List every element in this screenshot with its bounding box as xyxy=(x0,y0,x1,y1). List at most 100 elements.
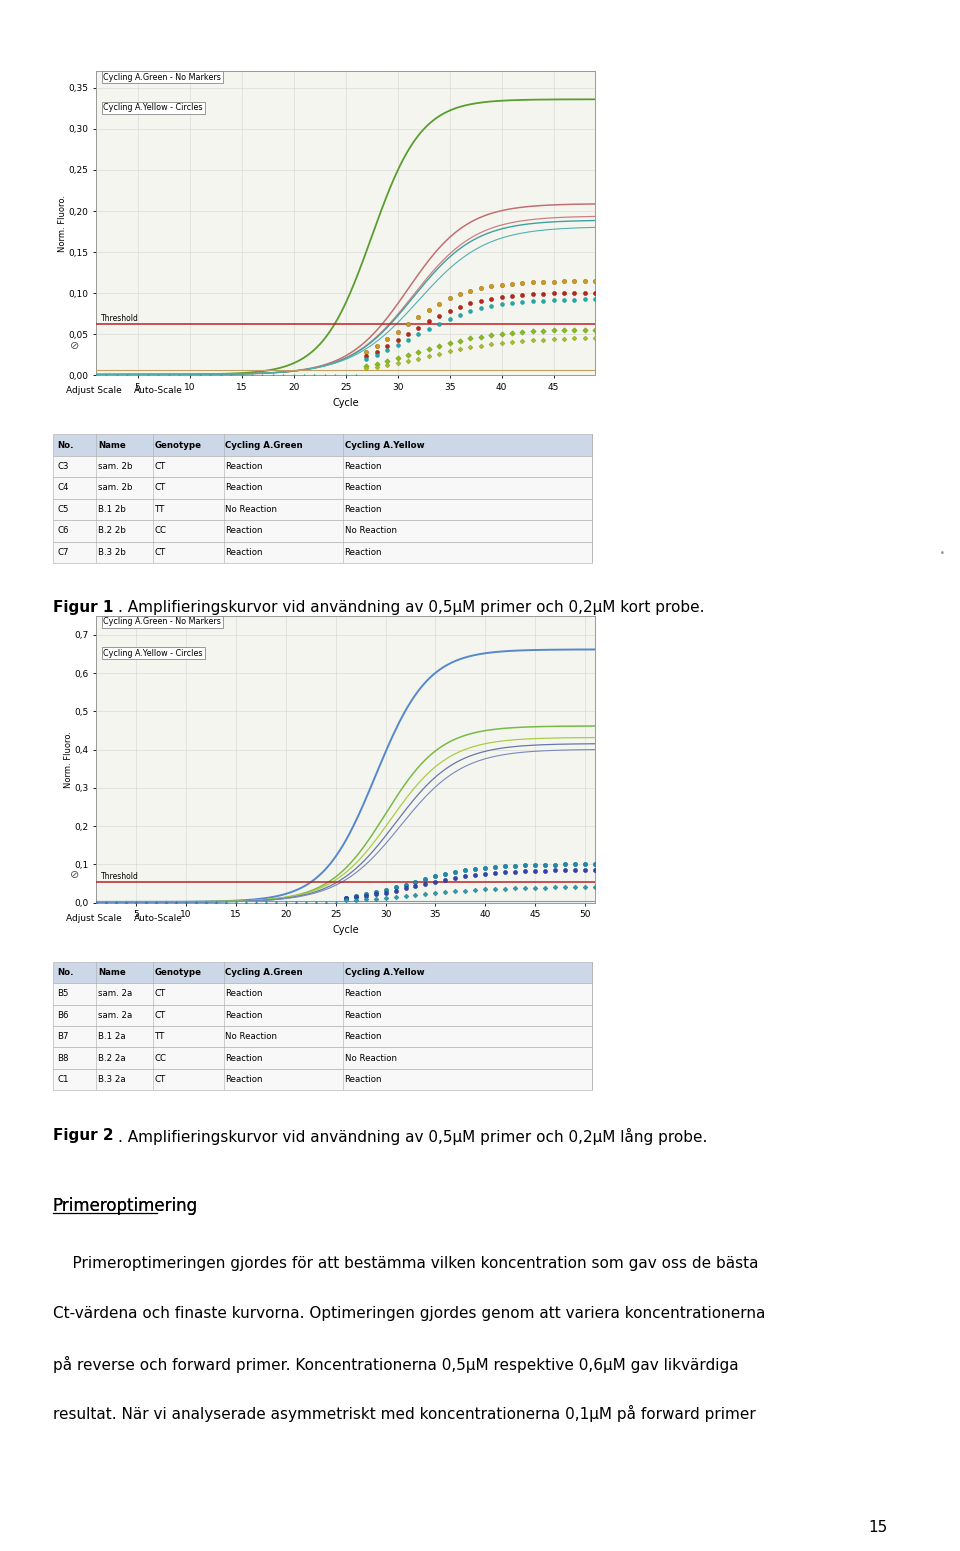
Text: CT: CT xyxy=(155,484,166,492)
Bar xyxy=(53,520,592,541)
Text: C5: C5 xyxy=(58,506,68,513)
Text: B5: B5 xyxy=(58,990,68,999)
Text: CT: CT xyxy=(155,462,166,472)
Text: . Amplifieringskurvor vid användning av 0,5μM primer och 0,2μM kort probe.: . Amplifieringskurvor vid användning av … xyxy=(118,600,705,616)
Text: 15: 15 xyxy=(869,1520,888,1535)
Text: ⊘: ⊘ xyxy=(70,870,79,879)
Text: C1: C1 xyxy=(58,1075,68,1084)
Text: Primeroptimering: Primeroptimering xyxy=(53,1197,198,1216)
Bar xyxy=(53,541,592,563)
Text: sam. 2a: sam. 2a xyxy=(98,1011,132,1019)
Text: Threshold: Threshold xyxy=(101,872,139,881)
Text: Adjust Scale: Adjust Scale xyxy=(66,914,122,923)
Text: Cycling A.Green - No Markers: Cycling A.Green - No Markers xyxy=(104,617,222,627)
Text: resultat. När vi analyserade asymmetriskt med koncentrationerna 0,1μM på forward: resultat. När vi analyserade asymmetrisk… xyxy=(53,1405,756,1422)
Text: Reaction: Reaction xyxy=(345,548,382,557)
Text: CT: CT xyxy=(155,1075,166,1084)
Text: Cycling A.Green: Cycling A.Green xyxy=(226,440,303,450)
Text: ⊘: ⊘ xyxy=(70,341,79,351)
Text: Figur 1: Figur 1 xyxy=(53,600,113,616)
Text: - □: - □ xyxy=(546,414,560,423)
Bar xyxy=(53,478,592,499)
Text: på reverse och forward primer. Koncentrationerna 0,5μM respektive 0,6μM gav likv: på reverse och forward primer. Koncentra… xyxy=(53,1356,738,1373)
Text: Cycling A.Yellow: Cycling A.Yellow xyxy=(345,968,424,977)
Text: Cycling A.Yellow - Circles: Cycling A.Yellow - Circles xyxy=(104,104,203,112)
Text: CT: CT xyxy=(155,990,166,999)
Text: CT: CT xyxy=(155,1011,166,1019)
Text: Reaction: Reaction xyxy=(345,484,382,492)
Text: Reaction: Reaction xyxy=(226,462,263,472)
Text: No Reaction: No Reaction xyxy=(226,506,277,513)
Text: B.3 2a: B.3 2a xyxy=(98,1075,126,1084)
Text: Cycling A.Green - No Markers: Cycling A.Green - No Markers xyxy=(104,73,222,82)
Text: sam. 2b: sam. 2b xyxy=(98,462,132,472)
Text: Reaction: Reaction xyxy=(345,462,382,472)
X-axis label: Cycle: Cycle xyxy=(332,397,359,408)
Text: Cycling A.Yellow: Cycling A.Yellow xyxy=(345,440,424,450)
Y-axis label: Norm. Fluoro.: Norm. Fluoro. xyxy=(63,731,73,788)
Text: Reaction: Reaction xyxy=(345,1011,382,1019)
Text: Adjust Scale: Adjust Scale xyxy=(66,386,122,396)
Y-axis label: Norm. Fluoro.: Norm. Fluoro. xyxy=(58,195,67,251)
Text: Reaction: Reaction xyxy=(345,990,382,999)
Text: Genotype: Genotype xyxy=(155,440,202,450)
Text: Cycling A.Yellow - Circles: Cycling A.Yellow - Circles xyxy=(104,648,203,658)
Text: Reaction: Reaction xyxy=(226,1011,263,1019)
Text: - □ ×: - □ × xyxy=(530,941,553,951)
X-axis label: Cycle: Cycle xyxy=(332,924,359,935)
Text: No.: No. xyxy=(58,440,74,450)
Text: Primeroptimeringen gjordes för att bestämma vilken koncentration som gav oss de : Primeroptimeringen gjordes för att bestä… xyxy=(53,1256,758,1272)
Bar xyxy=(53,1047,592,1069)
Text: B8: B8 xyxy=(58,1053,68,1062)
Text: CC: CC xyxy=(155,1053,167,1062)
Text: Reaction: Reaction xyxy=(226,990,263,999)
Text: TT: TT xyxy=(155,506,165,513)
Text: B.3 2b: B.3 2b xyxy=(98,548,126,557)
Text: C3: C3 xyxy=(58,462,68,472)
Text: sam. 2b: sam. 2b xyxy=(98,484,132,492)
Text: Genotype: Genotype xyxy=(155,968,202,977)
Text: C7: C7 xyxy=(58,548,68,557)
Text: C4: C4 xyxy=(58,484,68,492)
Text: sam. 2a: sam. 2a xyxy=(98,990,132,999)
Bar xyxy=(53,1069,592,1090)
Text: Name: Name xyxy=(98,440,126,450)
Text: Ct-värdena och finaste kurvorna. Optimeringen gjordes genom att variera koncentr: Ct-värdena och finaste kurvorna. Optimer… xyxy=(53,1306,765,1321)
Text: Reaction: Reaction xyxy=(345,506,382,513)
Bar xyxy=(53,499,592,520)
Bar xyxy=(53,434,592,456)
Text: B.2 2a: B.2 2a xyxy=(98,1053,126,1062)
Text: Reaction: Reaction xyxy=(226,526,263,535)
Bar xyxy=(53,962,592,983)
Text: No.: No. xyxy=(58,968,74,977)
Text: C6: C6 xyxy=(58,526,68,535)
Text: Reaction: Reaction xyxy=(226,1075,263,1084)
Bar xyxy=(53,1005,592,1027)
Text: B.1 2a: B.1 2a xyxy=(98,1033,126,1041)
Text: Reaction: Reaction xyxy=(345,1033,382,1041)
Text: B.1 2b: B.1 2b xyxy=(98,506,126,513)
Bar xyxy=(53,1027,592,1047)
Text: •: • xyxy=(940,549,945,558)
Text: Allelic Discrimination Results - Page 1 - Cycling A.Green, Cycling A.Yellow: Allelic Discrimination Results - Page 1 … xyxy=(59,414,366,423)
Text: CT: CT xyxy=(155,548,166,557)
Text: Auto-Scale: Auto-Scale xyxy=(134,386,183,396)
Text: Name: Name xyxy=(98,968,126,977)
Text: Cycling A.Green: Cycling A.Green xyxy=(226,968,303,977)
Text: Reaction: Reaction xyxy=(226,1053,263,1062)
Text: TT: TT xyxy=(155,1033,165,1041)
Text: Reaction: Reaction xyxy=(226,484,263,492)
Text: No Reaction: No Reaction xyxy=(226,1033,277,1041)
Text: No Reaction: No Reaction xyxy=(345,1053,396,1062)
Bar xyxy=(53,983,592,1005)
Text: Figur 2: Figur 2 xyxy=(53,1128,113,1143)
Text: Threshold: Threshold xyxy=(101,315,139,323)
Text: Auto-Scale: Auto-Scale xyxy=(134,914,183,923)
Text: B.2 2b: B.2 2b xyxy=(98,526,126,535)
Text: CC: CC xyxy=(155,526,167,535)
Text: Reaction: Reaction xyxy=(226,548,263,557)
Text: No Reaction: No Reaction xyxy=(345,526,396,535)
Text: Allelic Discrimination Results - Page 1 - Cycling A.Green, Cycling A.Yellow: Allelic Discrimination Results - Page 1 … xyxy=(59,941,366,951)
Text: Reaction: Reaction xyxy=(345,1075,382,1084)
Text: B6: B6 xyxy=(58,1011,68,1019)
